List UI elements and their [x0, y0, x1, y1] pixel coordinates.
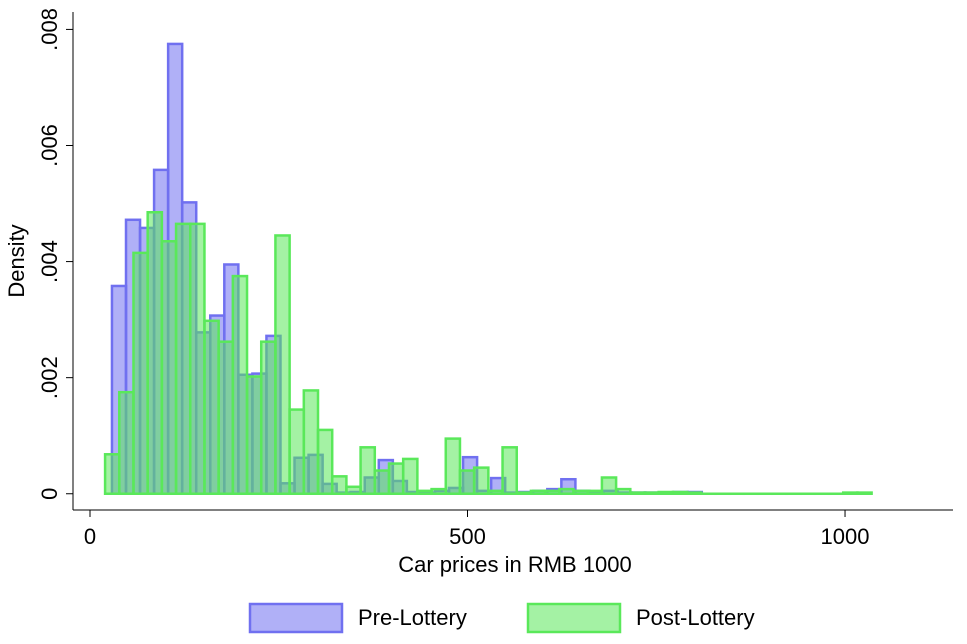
histogram-bar	[389, 464, 403, 494]
y-tick-label: .002	[37, 356, 62, 399]
x-tick-label: 0	[84, 524, 96, 549]
histogram-bar	[219, 342, 233, 494]
x-tick-label: 500	[449, 524, 486, 549]
histogram-bar	[233, 276, 247, 494]
histogram-bar	[630, 493, 644, 494]
histogram-bar	[574, 491, 588, 494]
histogram-bar	[616, 489, 630, 494]
legend-swatch	[528, 604, 620, 632]
histogram-bar	[119, 392, 133, 494]
x-axis-label: Car prices in RMB 1000	[398, 552, 632, 577]
histogram-bar	[318, 430, 332, 494]
histogram-bar	[176, 224, 190, 494]
y-tick-label: .006	[37, 124, 62, 167]
histogram-bar	[673, 492, 687, 494]
y-tick-label: 0	[37, 488, 62, 500]
histogram-bar	[517, 493, 531, 494]
legend-label: Post-Lottery	[636, 605, 755, 630]
histogram-bar	[204, 321, 218, 494]
y-tick-label: .004	[37, 240, 62, 283]
histogram-bar	[474, 468, 488, 494]
histogram-bar	[403, 459, 417, 494]
histogram-bar	[162, 241, 176, 493]
histogram-bar	[460, 471, 474, 494]
histogram-bar	[559, 489, 573, 494]
histogram-bar	[190, 224, 204, 494]
histogram-bar	[843, 493, 857, 494]
histogram-bar	[346, 487, 360, 494]
y-tick-label: .008	[37, 8, 62, 51]
histogram-bar	[687, 493, 701, 494]
histogram-bar	[332, 476, 346, 493]
histogram-bar	[503, 447, 517, 493]
histogram-bar	[290, 410, 304, 494]
histogram-bar	[857, 493, 871, 494]
histogram-bar	[275, 235, 289, 493]
histogram-bar	[644, 493, 658, 494]
histogram-bar	[602, 477, 616, 493]
histogram-bar	[148, 212, 162, 494]
histogram-bar	[304, 390, 318, 493]
histogram-bar	[488, 491, 502, 494]
histogram-bar	[531, 491, 545, 494]
histogram-bar	[588, 491, 602, 494]
legend-label: Pre-Lottery	[358, 605, 467, 630]
histogram-bar	[133, 253, 147, 494]
legend-swatch	[250, 604, 342, 632]
histogram-bar	[375, 471, 389, 494]
histogram-bar	[361, 447, 375, 493]
y-axis-label: Density	[4, 224, 29, 297]
histogram-bar	[417, 491, 431, 494]
histogram-bar	[659, 492, 673, 494]
histogram-bar	[261, 342, 275, 494]
histogram-bar	[432, 489, 446, 494]
histogram-bar	[545, 491, 559, 494]
histogram-bar	[247, 377, 261, 494]
histogram-bar	[446, 439, 460, 494]
x-tick-label: 1000	[821, 524, 870, 549]
histogram-bar	[105, 454, 119, 493]
